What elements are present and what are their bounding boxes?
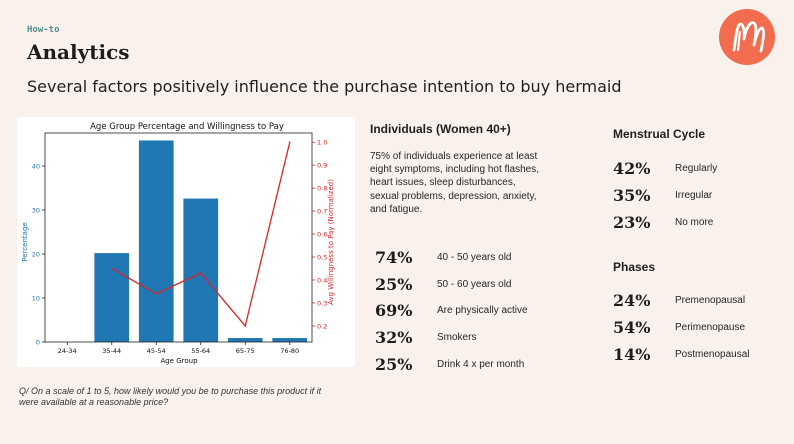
stat-label: Irregular xyxy=(675,189,713,201)
x-tick-label: 55-64 xyxy=(191,347,210,355)
stat-label: Premenopausal xyxy=(675,294,746,306)
stat-label: 50 - 60 years old xyxy=(437,278,512,290)
stat-percent: 23% xyxy=(613,212,651,232)
stat-row: 74% 40 - 50 years old xyxy=(375,245,512,269)
stat-label: Are physically active xyxy=(437,304,528,316)
y2-tick-label: 0.4 xyxy=(317,276,327,284)
y2-tick-label: 0.9 xyxy=(317,162,327,170)
stat-percent: 32% xyxy=(375,327,413,347)
y2-tick-label: 1.0 xyxy=(317,139,327,147)
y2-tick-label: 0.8 xyxy=(317,185,327,193)
willingness-point xyxy=(110,267,113,270)
eyebrow-label: How-to xyxy=(27,25,60,35)
stat-percent: 25% xyxy=(375,274,413,294)
phases-heading: Phases xyxy=(613,260,656,274)
chart-bar xyxy=(272,338,308,342)
stat-row: 32% Smokers xyxy=(375,325,476,349)
chart-bar xyxy=(138,140,174,342)
stat-label: No more xyxy=(675,216,714,228)
y2-tick-label: 0.2 xyxy=(317,322,327,330)
y2-tick-label: 0.7 xyxy=(317,208,327,216)
y2-tick-label: 0.3 xyxy=(317,299,327,307)
stat-row: 35% Irregular xyxy=(613,183,712,207)
x-tick-label: 45-54 xyxy=(147,347,166,355)
stat-label: Postmenopausal xyxy=(675,348,750,360)
stat-percent: 25% xyxy=(375,354,413,374)
chart-y-axis-label: Percentage xyxy=(21,222,29,261)
stat-label: 40 - 50 years old xyxy=(437,251,512,263)
stat-percent: 54% xyxy=(613,317,651,337)
x-tick-label: 35-44 xyxy=(102,347,121,355)
y2-tick-label: 0.6 xyxy=(317,231,327,239)
x-tick-label: 24-34 xyxy=(58,347,77,355)
stat-label: Drink 4 x per month xyxy=(437,358,525,370)
chart-bar xyxy=(227,338,263,342)
stat-row: 24% Premenopausal xyxy=(613,288,745,312)
stat-row: 69% Are physically active xyxy=(375,298,528,322)
willingness-point xyxy=(288,141,291,143)
page-title: Analytics xyxy=(27,40,130,64)
y-tick-label: 20 xyxy=(32,251,40,259)
willingness-point xyxy=(244,325,247,327)
stat-row: 54% Perimenopause xyxy=(613,315,745,339)
stat-row: 25% Drink 4 x per month xyxy=(375,352,524,376)
stat-row: 14% Postmenopausal xyxy=(613,342,750,366)
chart-frame xyxy=(44,132,313,343)
y2-tick-label: 0.5 xyxy=(317,254,327,262)
y-tick-label: 10 xyxy=(32,295,40,303)
age-group-chart: Age Group Percentage and Willingness to … xyxy=(17,117,355,367)
stat-percent: 69% xyxy=(375,300,413,320)
y-tick-label: 40 xyxy=(32,163,40,171)
chart-y2-axis-label: Avg Willingness to Pay (Normalized) xyxy=(327,179,335,305)
stat-percent: 74% xyxy=(375,247,413,267)
chart-title: Age Group Percentage and Willingness to … xyxy=(90,122,284,132)
stat-percent: 24% xyxy=(613,290,651,310)
stat-label: Regularly xyxy=(675,162,718,174)
x-tick-label: 65-75 xyxy=(236,347,255,355)
stat-percent: 42% xyxy=(613,158,651,178)
page-subtitle: Several factors positively influence the… xyxy=(27,77,622,96)
menstrual-cycle-heading: Menstrual Cycle xyxy=(613,127,706,141)
stat-row: 23% No more xyxy=(613,210,713,234)
m-brand-logo-icon xyxy=(719,9,775,65)
individuals-description: 75% of individuals experience at least e… xyxy=(370,151,539,215)
x-tick-label: 76-80 xyxy=(280,347,299,355)
y-tick-label: 30 xyxy=(32,207,40,215)
chart-x-axis-label: Age Group xyxy=(160,357,198,365)
individuals-heading: Individuals (Women 40+) xyxy=(370,122,511,136)
willingness-point xyxy=(155,292,158,295)
willingness-point xyxy=(199,272,202,274)
chart-bar xyxy=(94,253,130,342)
stat-percent: 35% xyxy=(613,185,651,205)
stat-percent: 14% xyxy=(613,344,651,364)
stat-label: Smokers xyxy=(437,331,477,343)
y-tick-label: 0 xyxy=(36,339,40,347)
stat-row: 42% Regularly xyxy=(613,156,717,180)
stat-row: 25% 50 - 60 years old xyxy=(375,272,512,296)
stat-label: Perimenopause xyxy=(675,321,746,333)
chart-bar xyxy=(183,198,219,342)
survey-question: Q/ On a scale of 1 to 5, how likely woul… xyxy=(19,386,322,407)
